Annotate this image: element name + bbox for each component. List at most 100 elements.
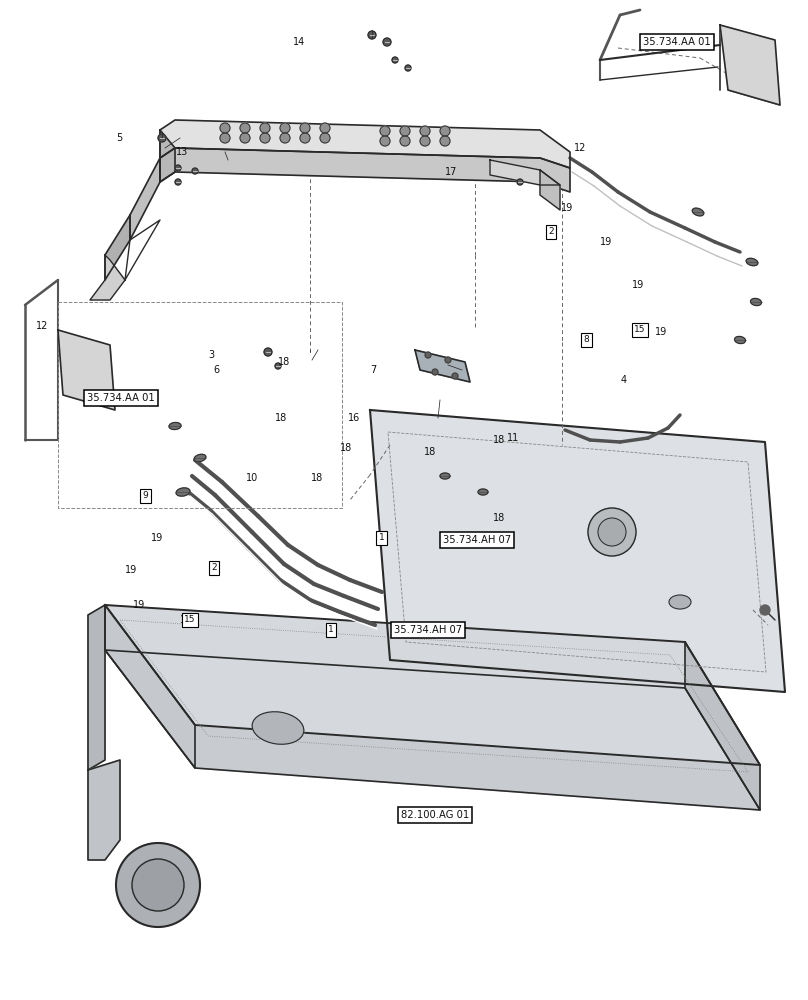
Text: 35.734.AH 07: 35.734.AH 07: [443, 535, 511, 545]
Circle shape: [383, 38, 391, 46]
Text: 15: 15: [634, 326, 646, 334]
Text: 18: 18: [493, 435, 506, 445]
Polygon shape: [370, 410, 785, 692]
Circle shape: [420, 136, 430, 146]
Polygon shape: [105, 215, 130, 280]
Text: 2: 2: [549, 228, 553, 236]
Circle shape: [760, 605, 770, 615]
Circle shape: [440, 136, 450, 146]
Text: 18: 18: [310, 473, 323, 483]
Circle shape: [440, 126, 450, 136]
Ellipse shape: [440, 473, 450, 479]
Text: 11: 11: [507, 433, 520, 443]
Circle shape: [220, 123, 230, 133]
Circle shape: [158, 134, 166, 142]
Circle shape: [380, 126, 390, 136]
Text: 19: 19: [179, 615, 192, 625]
Text: 18: 18: [275, 413, 288, 423]
Ellipse shape: [751, 298, 761, 306]
Text: 12: 12: [574, 143, 587, 153]
Text: 18: 18: [423, 447, 436, 457]
Text: 6: 6: [213, 365, 220, 375]
Text: 5: 5: [116, 133, 123, 143]
Text: 3: 3: [208, 350, 215, 360]
Polygon shape: [160, 130, 175, 182]
Ellipse shape: [194, 454, 206, 462]
Circle shape: [260, 133, 270, 143]
Text: 4: 4: [621, 375, 627, 385]
Ellipse shape: [669, 595, 691, 609]
Ellipse shape: [734, 336, 746, 344]
Text: 1: 1: [378, 534, 385, 542]
Circle shape: [425, 352, 431, 358]
Circle shape: [405, 65, 411, 71]
Text: 35.734.AA 01: 35.734.AA 01: [87, 393, 155, 403]
Polygon shape: [58, 330, 115, 410]
Text: 19: 19: [133, 600, 145, 610]
Circle shape: [116, 843, 200, 927]
Circle shape: [452, 373, 458, 379]
Text: 2: 2: [212, 564, 217, 572]
Text: 19: 19: [561, 203, 574, 213]
Text: 19: 19: [632, 280, 645, 290]
Circle shape: [280, 123, 290, 133]
Text: 82.100.AG 01: 82.100.AG 01: [401, 810, 469, 820]
Circle shape: [300, 123, 310, 133]
Circle shape: [192, 168, 198, 174]
Circle shape: [240, 133, 250, 143]
Circle shape: [132, 859, 184, 911]
Text: 9: 9: [142, 491, 149, 500]
Circle shape: [175, 165, 181, 171]
Circle shape: [368, 31, 376, 39]
Text: 17: 17: [444, 167, 457, 177]
Circle shape: [240, 123, 250, 133]
Text: 18: 18: [493, 513, 506, 523]
Polygon shape: [720, 25, 780, 105]
Polygon shape: [105, 605, 760, 765]
Text: 15: 15: [184, 615, 196, 624]
Text: 19: 19: [151, 533, 164, 543]
Circle shape: [320, 133, 330, 143]
Circle shape: [264, 348, 272, 356]
Circle shape: [300, 133, 310, 143]
Ellipse shape: [692, 208, 704, 216]
Text: 19: 19: [124, 565, 137, 575]
Text: 35.734.AH 07: 35.734.AH 07: [394, 625, 462, 635]
Ellipse shape: [252, 712, 304, 744]
Text: 19: 19: [600, 237, 612, 247]
Text: 14: 14: [292, 37, 305, 47]
Polygon shape: [685, 642, 760, 810]
Polygon shape: [490, 160, 560, 185]
Text: 35.734.AA 01: 35.734.AA 01: [643, 37, 711, 47]
Polygon shape: [88, 605, 105, 770]
Circle shape: [432, 369, 438, 375]
Text: 13: 13: [175, 147, 188, 157]
Text: 16: 16: [347, 413, 360, 423]
Text: 19: 19: [654, 327, 667, 337]
Circle shape: [320, 123, 330, 133]
Polygon shape: [88, 760, 120, 860]
Circle shape: [420, 126, 430, 136]
Polygon shape: [540, 170, 560, 210]
Circle shape: [400, 136, 410, 146]
Text: 10: 10: [246, 473, 259, 483]
Text: 18: 18: [278, 357, 291, 367]
Ellipse shape: [478, 489, 488, 495]
Circle shape: [445, 357, 451, 363]
Polygon shape: [415, 350, 470, 382]
Text: 12: 12: [36, 321, 48, 331]
Polygon shape: [90, 255, 125, 300]
Polygon shape: [105, 605, 195, 768]
Ellipse shape: [176, 488, 190, 496]
Circle shape: [175, 179, 181, 185]
Polygon shape: [105, 650, 760, 810]
Text: 1: 1: [328, 626, 335, 635]
Text: 7: 7: [370, 365, 377, 375]
Circle shape: [392, 57, 398, 63]
Ellipse shape: [746, 258, 758, 266]
Circle shape: [400, 126, 410, 136]
Polygon shape: [130, 158, 160, 240]
Polygon shape: [160, 120, 570, 168]
Text: 18: 18: [339, 443, 352, 453]
Circle shape: [517, 179, 523, 185]
